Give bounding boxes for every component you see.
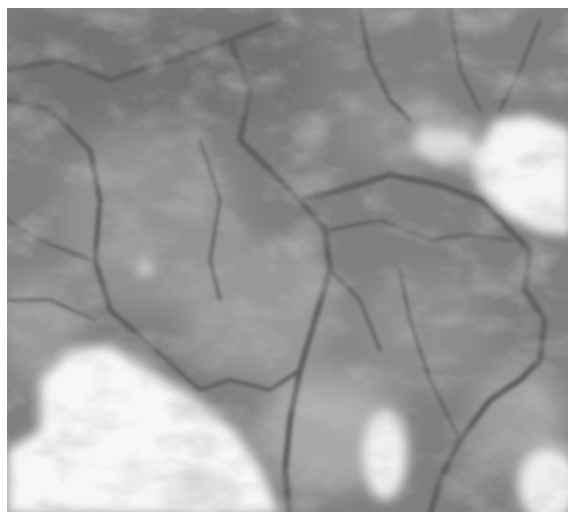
- terrain: [7, 8, 568, 512]
- terrain-texture: [7, 8, 568, 512]
